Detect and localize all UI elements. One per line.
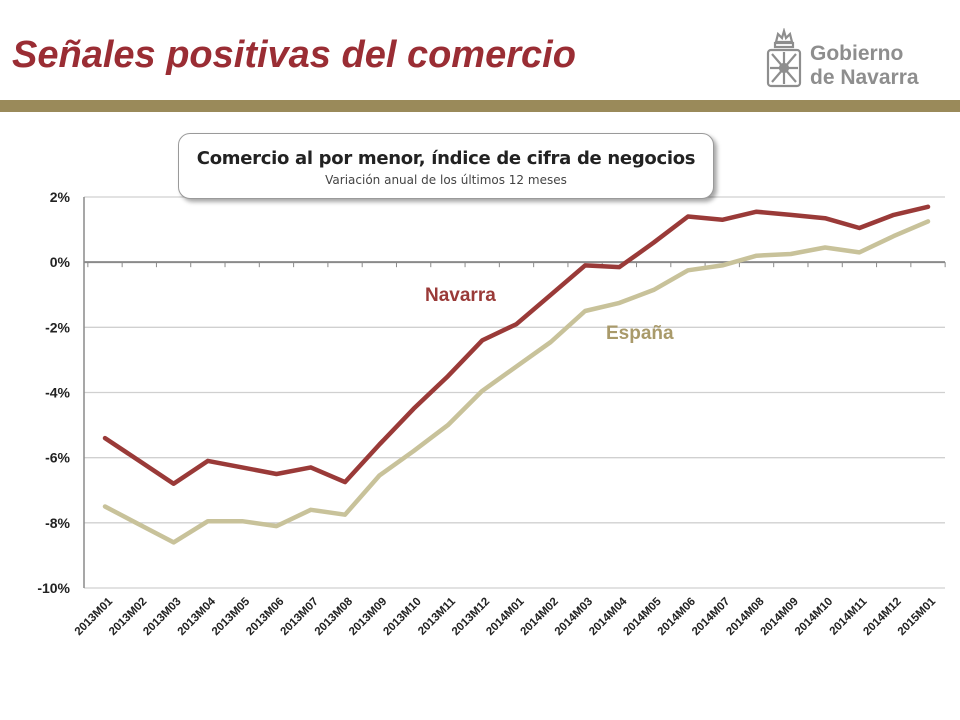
y-tick-label: -4% (45, 385, 70, 401)
logo-line-2: de Navarra (810, 66, 919, 89)
logo-line-1: Gobierno (810, 42, 904, 65)
y-tick-label: 2% (50, 189, 71, 205)
chart-subtitle: Variación anual de los últimos 12 meses (325, 173, 567, 187)
x-tick-label: 2015M01 (896, 595, 939, 638)
logo: Gobierno de Navarra (760, 28, 940, 96)
y-tick-label: -8% (45, 515, 70, 531)
series-label-navarra: Navarra (425, 285, 496, 306)
y-tick-label: -10% (37, 580, 70, 596)
y-tick-label: -6% (45, 450, 70, 466)
series-line-espana (102, 219, 931, 545)
y-tick-label: 0% (50, 254, 71, 270)
logo-text: Gobierno de Navarra (810, 42, 919, 90)
chart-title-box: Comercio al por menor, índice de cifra d… (178, 133, 714, 199)
header-divider-bar (0, 100, 960, 112)
chart-title: Comercio al por menor, índice de cifra d… (196, 148, 696, 169)
y-tick-label: -2% (45, 319, 70, 335)
series-label-espana: España (606, 323, 674, 344)
navarra-coat-of-arms-icon (766, 28, 802, 88)
series-line-navarra (102, 204, 931, 486)
page-title: Señales positivas del comercio (12, 34, 576, 76)
